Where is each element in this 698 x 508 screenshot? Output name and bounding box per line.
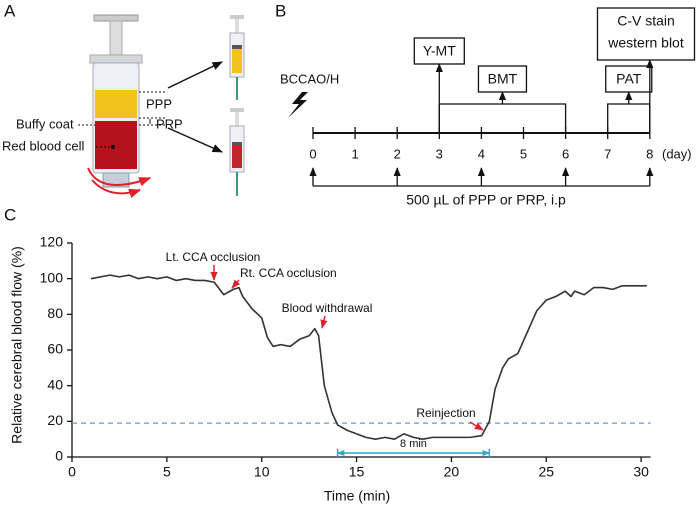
y-tick-label: 60	[47, 341, 63, 357]
day-unit: (day)	[662, 146, 692, 161]
day-label: 4	[478, 146, 485, 161]
y-tick-label: 40	[47, 376, 63, 392]
layer-label: PRP	[156, 116, 183, 131]
annotation-arrow	[231, 279, 241, 289]
x-tick-label: 0	[68, 464, 76, 480]
treatment-label: 500 µL of PPP or PRP, i.p	[406, 192, 566, 208]
panel-label: B	[275, 1, 286, 20]
annotation-arrow	[469, 421, 484, 431]
test-label: BMT	[488, 71, 518, 87]
y-axis-title: Relative cerebral blood flow (%)	[9, 246, 25, 444]
test-bracket	[607, 103, 651, 133]
annotation: Rt. CCA occlusion	[240, 266, 337, 280]
panel-label: A	[4, 1, 16, 20]
lightning-icon	[288, 92, 308, 118]
test-box	[596, 7, 696, 61]
day-label: 3	[436, 146, 443, 161]
x-tick-label: 15	[349, 464, 365, 480]
y-tick-label: 0	[55, 448, 63, 464]
test-label: western blot	[607, 35, 684, 51]
test-box	[413, 37, 465, 65]
y-tick-label: 120	[40, 234, 64, 250]
annotation: Lt. CCA occlusion	[166, 250, 261, 264]
test-label: PAT	[616, 71, 642, 87]
day-label: 7	[604, 146, 611, 161]
syringe-illustration	[78, 14, 245, 198]
x-axis-title: Time (min)	[324, 488, 390, 504]
test-label: Y-MT	[423, 43, 456, 59]
day-label: 0	[309, 146, 316, 161]
x-tick-label: 30	[633, 464, 649, 480]
y-tick-label: 80	[47, 305, 63, 321]
test-bracket	[438, 103, 567, 133]
day-label: 8	[646, 146, 653, 161]
x-tick-label: 10	[254, 464, 270, 480]
day-label: 6	[562, 146, 569, 161]
x-tick-label: 20	[444, 464, 460, 480]
day-label: 2	[394, 146, 401, 161]
annotation: Reinjection	[416, 406, 475, 420]
y-tick-label: 20	[47, 412, 63, 428]
interval-label: 8 min	[400, 438, 427, 450]
test-label: C-V stain	[617, 13, 675, 29]
layer-label: PPP	[146, 96, 172, 111]
annotation: Blood withdrawal	[282, 301, 373, 315]
x-tick-label: 25	[538, 464, 554, 480]
layer-label: Red blood cell	[2, 138, 84, 153]
annotation-arrow	[320, 315, 328, 329]
layer-label: Buffy coat	[16, 116, 74, 131]
flow-line	[90, 274, 647, 440]
day-label: 1	[351, 146, 358, 161]
y-tick-label: 100	[40, 269, 64, 285]
x-tick-label: 5	[163, 464, 171, 480]
panel-label: C	[4, 205, 16, 224]
day-label: 5	[520, 146, 527, 161]
event-label: BCCAO/H	[280, 71, 339, 86]
